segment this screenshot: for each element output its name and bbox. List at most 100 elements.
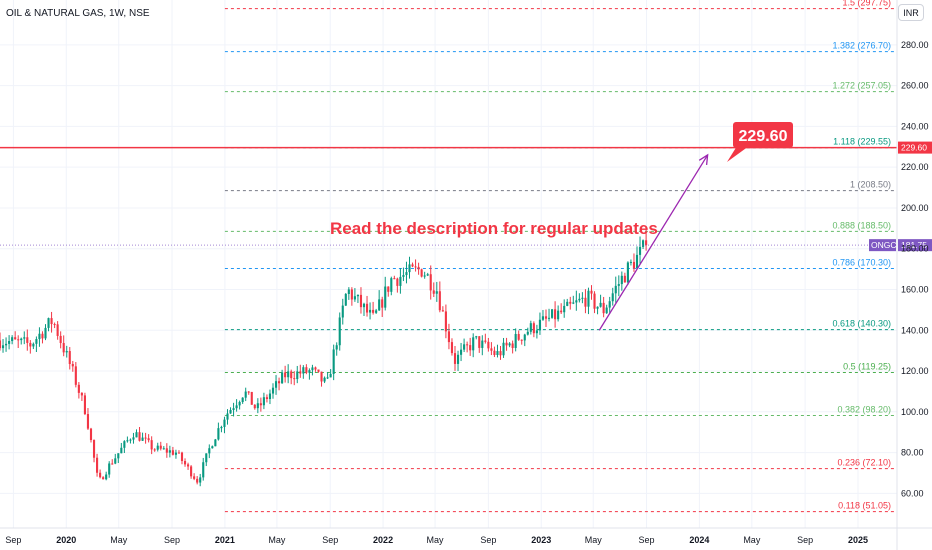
candle-body: [262, 397, 265, 406]
symbol-tag: [869, 239, 896, 252]
candle-body: [162, 448, 165, 450]
candle-body: [575, 300, 578, 303]
y-tick-label: 260.00: [901, 81, 929, 91]
candle-body: [293, 378, 296, 380]
x-tick-label: May: [427, 535, 445, 545]
candle-body: [165, 448, 168, 453]
candle-body: [244, 391, 247, 398]
candle-body: [41, 333, 44, 339]
x-tick-label: 2022: [373, 535, 393, 545]
candle-body: [156, 445, 159, 450]
candle-body: [365, 303, 369, 313]
fib-level-label: 1.118 (229.55): [833, 137, 891, 147]
candle-body: [438, 291, 441, 311]
candle-body: [590, 290, 593, 294]
candle-body: [414, 266, 417, 268]
candle-body: [56, 324, 59, 336]
candle-body: [220, 426, 223, 429]
candle-body: [26, 337, 29, 343]
fibonacci-levels: 1.5 (297.75) 1.382 (276.70) 1.272 (257.05)…: [224, 0, 897, 513]
candle-body: [508, 343, 511, 346]
candle-body: [502, 342, 505, 356]
candle-body: [511, 343, 514, 348]
candle-body: [314, 367, 317, 370]
currency-button[interactable]: INR: [898, 4, 924, 21]
x-tick-label: May: [743, 535, 761, 545]
fib-level-label: 1 (208.50): [850, 180, 891, 190]
chart-title: OIL & NATURAL GAS, 1W, NSE: [6, 8, 150, 19]
candle-body: [469, 345, 472, 351]
candle-body: [8, 341, 11, 344]
candle-body: [417, 266, 420, 270]
candle-body: [108, 463, 111, 475]
candle-body: [129, 439, 132, 441]
x-tick-label: Sep: [797, 535, 813, 545]
candle-body: [229, 410, 232, 414]
candle-body: [199, 477, 202, 483]
candle-body: [329, 373, 332, 378]
candle-body: [117, 453, 120, 459]
candle-body: [408, 264, 411, 273]
candle-body: [311, 367, 314, 371]
candle-body: [632, 261, 636, 269]
candle-body: [147, 438, 150, 441]
candle-body: [274, 381, 278, 388]
candle-body: [526, 331, 529, 335]
candle-body: [14, 337, 17, 340]
candle-body: [68, 351, 71, 365]
candle-body: [235, 405, 238, 409]
candle-body: [105, 474, 108, 480]
candle-body: [74, 366, 77, 385]
candle-body: [544, 316, 548, 319]
candle-body: [478, 336, 481, 348]
x-tick-label: 2024: [689, 535, 709, 545]
candle-body: [35, 339, 38, 344]
y-tick-label: 140.00: [901, 325, 929, 335]
target-callout-box: [733, 122, 793, 148]
candle-body: [372, 309, 375, 313]
x-tick-label: Sep: [480, 535, 496, 545]
candle-body: [320, 371, 323, 382]
fib-level-label: 0.236 (72.10): [837, 458, 891, 468]
chart-annotation: Read the description for regular updates: [330, 219, 658, 238]
fib-level-label: 1.382 (276.70): [832, 41, 891, 51]
x-tick-label: 2025: [848, 535, 868, 545]
fib-level-label: 0.118 (51.05): [838, 501, 891, 511]
candle-body: [481, 340, 484, 348]
candle-body: [602, 302, 605, 314]
symbol-tag-label: ONGC: [871, 240, 897, 250]
candle-body: [144, 437, 147, 439]
candle-body: [484, 340, 487, 342]
candle-body: [247, 391, 250, 393]
candle-body: [238, 402, 241, 406]
candle-body: [399, 276, 402, 286]
candle-body: [587, 290, 590, 307]
candle-body: [599, 302, 602, 307]
candle-body: [62, 343, 65, 353]
candle-body: [102, 477, 105, 480]
candle-body: [0, 340, 2, 349]
fib-level-label: 0.382 (98.20): [837, 404, 891, 414]
candle-body: [538, 319, 541, 331]
y-tick-label: 160.00: [901, 284, 929, 294]
candle-body: [259, 403, 262, 406]
candle-body: [111, 463, 114, 465]
candle-body: [287, 371, 290, 378]
candle-body: [335, 345, 338, 350]
candle-body: [53, 324, 56, 326]
candle-body: [99, 472, 102, 478]
candle-body: [493, 350, 496, 355]
candle-body: [71, 364, 74, 367]
candle-body: [290, 371, 293, 379]
candle-body: [620, 275, 623, 285]
candle-body: [47, 318, 50, 328]
resistance-price-label: 229.60: [901, 143, 927, 153]
candle-body: [271, 387, 275, 394]
candle-body: [250, 391, 253, 405]
candle-body: [387, 286, 390, 292]
candle-body: [557, 310, 560, 320]
candle-body: [362, 303, 366, 308]
candle-body: [572, 302, 575, 304]
candle-body: [153, 449, 156, 451]
